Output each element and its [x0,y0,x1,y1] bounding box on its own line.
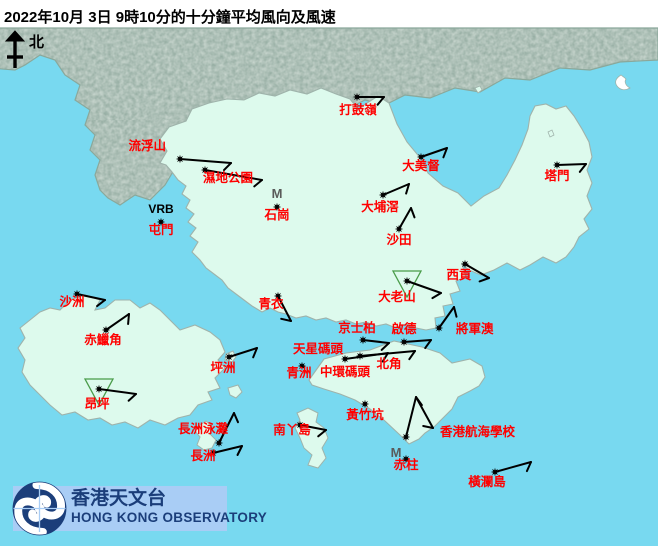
svg-text:大埔滘: 大埔滘 [361,199,399,214]
svg-text:大老山: 大老山 [378,289,416,304]
svg-text:青洲: 青洲 [286,365,311,380]
svg-text:天星碼頭: 天星碼頭 [293,341,344,356]
svg-text:中環碼頭: 中環碼頭 [320,364,371,379]
svg-text:M: M [272,186,283,201]
svg-text:打鼓嶺: 打鼓嶺 [339,102,377,117]
svg-text:濕地公園: 濕地公園 [203,170,253,185]
svg-text:沙田: 沙田 [386,233,411,247]
svg-text:將軍澳: 將軍澳 [456,321,494,336]
svg-text:大美督: 大美督 [402,158,440,173]
svg-text:青衣: 青衣 [258,296,284,311]
svg-text:赤鱲角: 赤鱲角 [84,332,122,347]
svg-text:京士柏: 京士柏 [338,320,376,335]
svg-text:黃竹坑: 黃竹坑 [345,407,384,422]
svg-text:屯門: 屯門 [148,222,173,237]
svg-text:香港航海學校: 香港航海學校 [439,424,516,439]
svg-text:北角: 北角 [376,356,401,371]
svg-text:流浮山: 流浮山 [128,138,166,153]
svg-text:啟德: 啟德 [391,321,417,336]
svg-text:石崗: 石崗 [263,207,289,222]
svg-text:沙洲: 沙洲 [59,295,84,309]
svg-text:昂坪: 昂坪 [84,396,110,411]
svg-text:坪洲: 坪洲 [210,361,235,375]
svg-text:長洲泳灘: 長洲泳灘 [178,421,229,436]
svg-text:赤柱: 赤柱 [393,457,419,472]
svg-text:塔門: 塔門 [544,168,569,183]
svg-text:北: 北 [29,34,44,51]
svg-text:香港天文台: 香港天文台 [70,486,166,509]
svg-text:HONG KONG OBSERVATORY: HONG KONG OBSERVATORY [71,510,267,525]
svg-text:南丫島: 南丫島 [273,422,311,437]
svg-text:VRB: VRB [148,202,174,216]
svg-text:長洲: 長洲 [190,448,215,463]
svg-text:西貢: 西貢 [446,268,472,282]
svg-text:橫瀾島: 橫瀾島 [468,474,506,489]
